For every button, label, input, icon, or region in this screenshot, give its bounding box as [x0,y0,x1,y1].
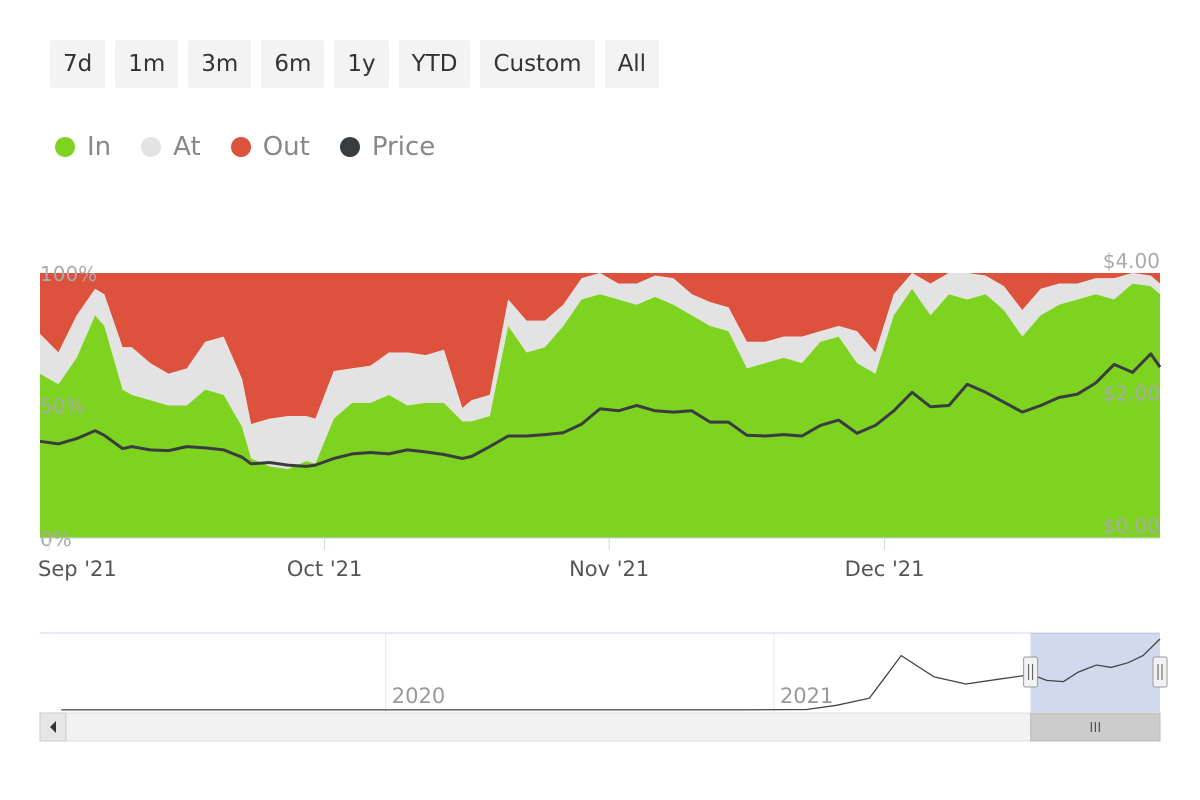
y-right-tick-label: $4.00 [1103,249,1160,273]
scrollbar-left-arrow-button[interactable] [39,712,67,742]
axes: 0% 50% 100% $0.00 $2.00 $4.00 Sep '21 Oct '21 No… [38,249,1160,581]
navigator-selection[interactable] [1030,633,1160,712]
series-area-at [40,273,1160,470]
series-area-in [40,283,1160,538]
x-tick-label: Oct '21 [287,557,362,581]
navigator-handle-left[interactable] [1023,656,1039,688]
legend-label-price: Price [371,132,436,162]
range-selector: 7d 1m 3m 6m 1y YTD Custom All [50,40,660,88]
y-right-tick-label: $2.00 [1103,382,1160,406]
chart-legend: In At Out Price [55,132,435,162]
scrollbar-track[interactable] [39,712,1161,742]
navigator-year-label: 2020 [392,684,445,708]
navigator-handle-right[interactable] [1152,656,1168,688]
range-button-3m[interactable]: 3m [188,40,252,88]
legend-item-in[interactable]: In [55,132,111,162]
legend-label-in: In [87,132,112,162]
navigator-year-label: 2021 [780,684,833,708]
legend-dot-in [55,137,75,157]
plot-area [39,273,1162,538]
x-tick-label: Dec '21 [845,557,925,581]
legend-dot-at [141,137,162,157]
range-button-6m[interactable]: 6m [261,40,325,88]
navigator: 2020 2021 [39,632,1168,742]
range-button-1m[interactable]: 1m [115,40,179,88]
legend-dot-out [230,137,251,157]
legend-label-at: At [173,132,201,162]
series-line-price [39,352,1162,468]
arrow-left-icon [50,721,56,733]
x-tick-label: Sep '21 [38,557,117,581]
y-left-tick-label: 100% [40,262,97,286]
range-button-custom[interactable]: Custom [480,40,595,88]
y-left-tick-label: 0% [40,527,72,551]
legend-item-out[interactable]: Out [230,132,310,162]
legend-item-at[interactable]: At [141,132,201,162]
range-button-7d[interactable]: 7d [50,40,106,88]
legend-dot-price [339,137,360,157]
y-left-tick-label: 50% [40,395,84,419]
range-button-ytd[interactable]: YTD [398,40,471,88]
scrollbar-thumb[interactable] [1030,712,1161,742]
legend-item-price[interactable]: Price [339,132,436,162]
x-tick-label: Nov '21 [569,557,649,581]
navigator-price-line [61,638,1161,711]
series-area-out [40,273,1160,425]
range-button-all[interactable]: All [604,40,660,88]
range-button-1y[interactable]: 1y [334,40,389,88]
legend-label-out: Out [262,132,310,162]
y-right-tick-label: $0.00 [1103,514,1160,538]
